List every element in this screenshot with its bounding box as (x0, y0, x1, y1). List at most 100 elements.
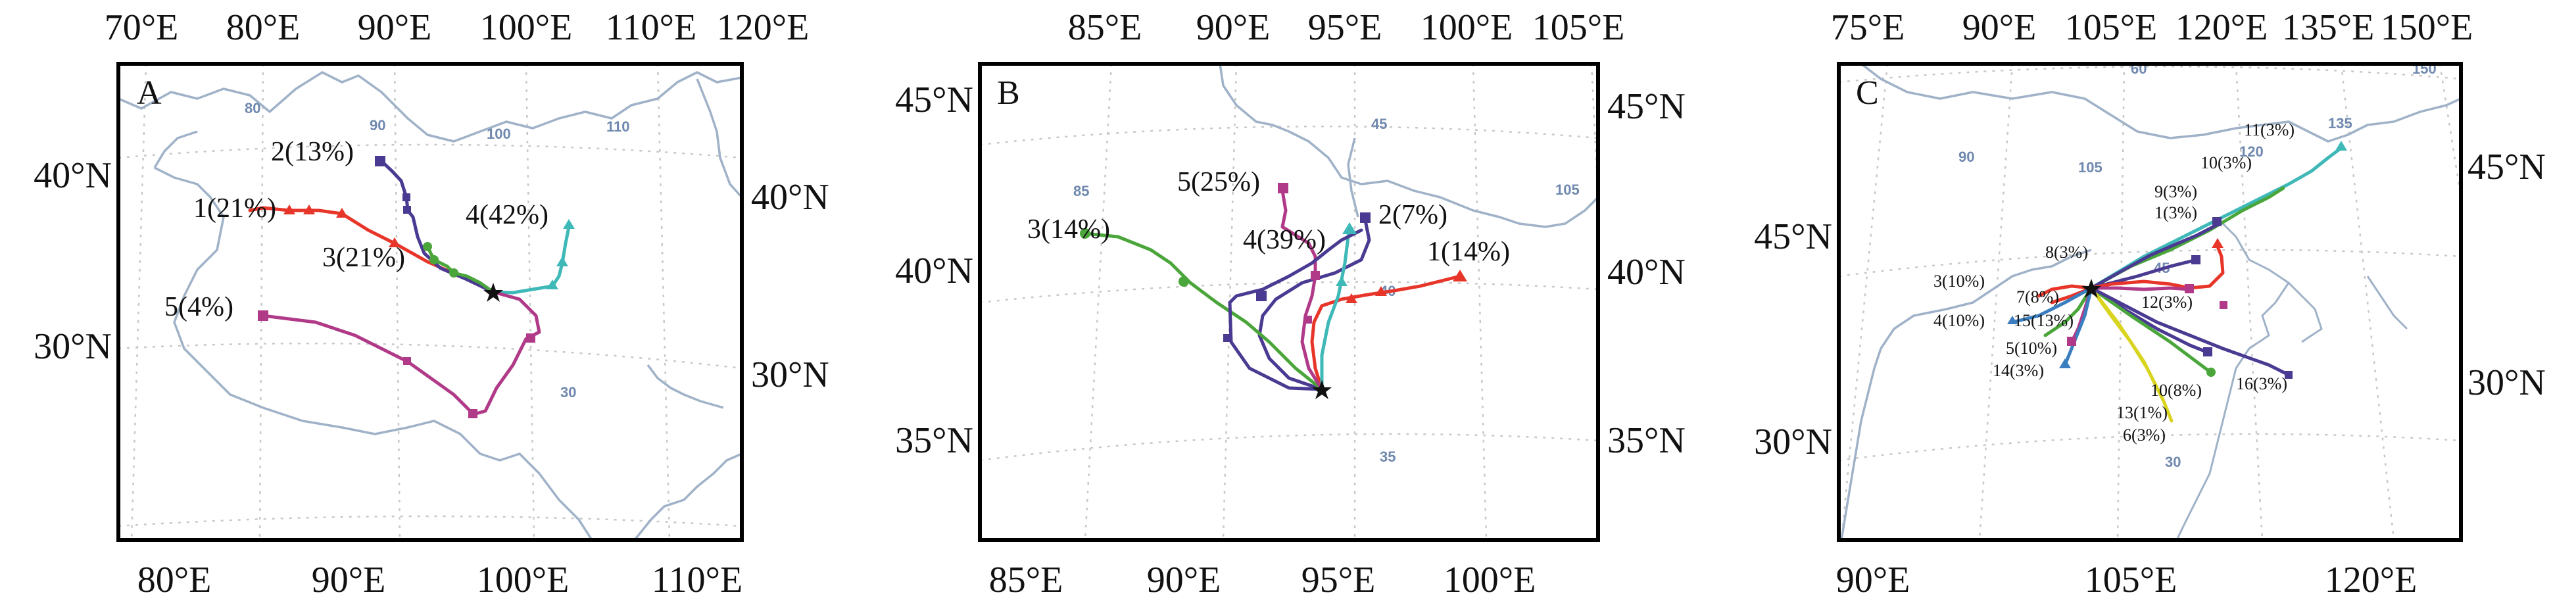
bottom-tick-label: 80°E (137, 560, 212, 600)
top-tick-label: 100°E (1421, 7, 1513, 48)
trajectory-line (2043, 286, 2093, 337)
right-tick-label: 35°N (1607, 420, 1686, 461)
panel-c-grid-values: 60 150 90 105 120 135 45 30 (1958, 61, 2437, 470)
trajectory-line (2037, 284, 2093, 298)
bottom-tick-label: 85°E (989, 560, 1063, 600)
grid-value: 105 (2078, 159, 2102, 176)
trajectory-marker (2185, 284, 2194, 293)
trajectory-label: 2(13%) (271, 137, 354, 167)
panel-c-graticule (1839, 64, 2461, 540)
source-star (483, 283, 503, 302)
trajectory-line (1228, 228, 1363, 391)
bottom-tick-label: 100°E (1444, 560, 1536, 600)
trajectory-marker (1080, 228, 1090, 239)
trajectory-marker (2191, 255, 2200, 264)
panel-c-right-ticks: 45°N 30°N (2467, 147, 2546, 403)
panel-b-left-ticks: 45°N 40°N 35°N (895, 80, 973, 461)
trajectory-label: 4(39%) (1243, 225, 1326, 255)
trajectory-marker (2212, 217, 2222, 226)
trajectory-label: 1(3%) (2154, 203, 2197, 222)
trajectory-line (2089, 258, 2199, 290)
trajectory-line (2089, 286, 2212, 374)
grid-value: 110 (606, 118, 630, 135)
trajectory-label: 14(3%) (1993, 361, 2044, 380)
panel-a-trajectory-labels: 2(13%) 1(21%) 3(21%) 4(42%) 5(4%) (164, 137, 548, 322)
source-star (2081, 279, 2101, 298)
grid-value: 45 (1371, 116, 1387, 132)
grid-value: 80 (245, 100, 260, 116)
trajectory-line (261, 290, 541, 416)
grid-value: 90 (1958, 149, 1974, 165)
trajectory-label: 3(14%) (1027, 214, 1110, 245)
panel-a-letter: A (137, 74, 162, 112)
top-tick-label: 70°E (105, 7, 179, 48)
bottom-tick-label: 110°E (652, 560, 743, 600)
trajectory-label: 1(14%) (1427, 237, 1510, 267)
panel-a-borders (118, 71, 742, 540)
trajectory-label: 5(25%) (1177, 167, 1260, 197)
top-tick-label: 120°E (2175, 7, 2268, 48)
grid-value: 35 (1380, 449, 1396, 465)
panel-c-letter: C (1856, 74, 1879, 112)
trajectory-marker (402, 193, 410, 201)
grid-value: 135 (2328, 115, 2352, 132)
trajectory-line (491, 225, 571, 295)
trajectory-label: 15(13%) (2014, 311, 2074, 330)
grid-value: 85 (1073, 183, 1089, 199)
trajectory-marker (449, 268, 458, 278)
trajectory-label: 4(10%) (1933, 311, 1985, 330)
trajectory-marker (1311, 271, 1320, 280)
panel-b: 85 45 105 40 35 (895, 7, 1686, 600)
trajectory-label: 9(3%) (2154, 182, 2197, 201)
left-tick-label: 40°N (34, 155, 112, 196)
trajectory-line (2089, 146, 2343, 290)
trajectory-marker (2335, 141, 2347, 151)
trajectory-label: 13(1%) (2116, 403, 2168, 422)
panel-b-right-ticks: 45°N 40°N 35°N (1607, 86, 1686, 461)
trajectory-label: 10(8%) (2151, 381, 2202, 400)
top-tick-label: 80°E (226, 7, 301, 48)
left-tick-label: 45°N (1754, 216, 1832, 257)
trajectory-label: 7(8%) (2016, 287, 2059, 306)
panel-b-trajectory-labels: 5(25%) 3(14%) 4(39%) 2(7%) 1(14%) (1027, 167, 1510, 267)
trajectory-marker (2212, 238, 2224, 248)
trajectory-marker (2203, 347, 2212, 356)
right-tick-label: 45°N (1607, 86, 1686, 127)
panel-b-markers (1080, 183, 1467, 399)
trajectory-marker (1223, 334, 1231, 342)
panel-b-letter: B (997, 74, 1020, 112)
grid-value: 120 (2239, 143, 2264, 160)
trajectory-label: 5(4%) (164, 292, 233, 322)
panel-c-map: 60 150 90 105 120 135 45 30 (1839, 61, 2461, 540)
trajectory-line (2010, 286, 2093, 324)
top-tick-label: 85°E (1068, 7, 1142, 48)
panel-b-grid-values: 85 45 105 40 35 (1073, 116, 1580, 465)
top-tick-label: 95°E (1308, 7, 1382, 48)
trajectory-marker (403, 206, 411, 214)
trajectory-line (2063, 286, 2093, 367)
bottom-tick-label: 120°E (2325, 560, 2418, 600)
grid-value: 60 (2131, 61, 2147, 77)
bottom-tick-label: 100°E (477, 560, 570, 600)
panel-b-map: 85 45 105 40 35 (980, 64, 1598, 540)
trajectory-label: 6(3%) (2123, 425, 2166, 445)
trajectory-label: 2(7%) (1378, 200, 1447, 230)
right-tick-label: 30°N (751, 354, 829, 395)
trajectory-marker (283, 205, 401, 247)
trajectory-marker (1304, 316, 1312, 324)
top-tick-label: 120°E (717, 7, 810, 48)
panel-a-frame (116, 62, 744, 542)
grid-value: 150 (2412, 61, 2437, 77)
bottom-tick-label: 105°E (2085, 560, 2177, 600)
trajectory-marker (1256, 291, 1267, 301)
top-tick-label: 110°E (606, 7, 697, 48)
trajectory-label: 12(3%) (2141, 293, 2193, 312)
right-tick-label: 45°N (2467, 147, 2546, 187)
trajectory-marker (2007, 316, 2071, 368)
trajectory-line (1310, 274, 1462, 391)
trajectory-marker (2285, 371, 2293, 379)
panel-a-markers (258, 156, 575, 418)
bottom-tick-label: 90°E (312, 560, 386, 600)
grid-value: 105 (1555, 182, 1580, 198)
